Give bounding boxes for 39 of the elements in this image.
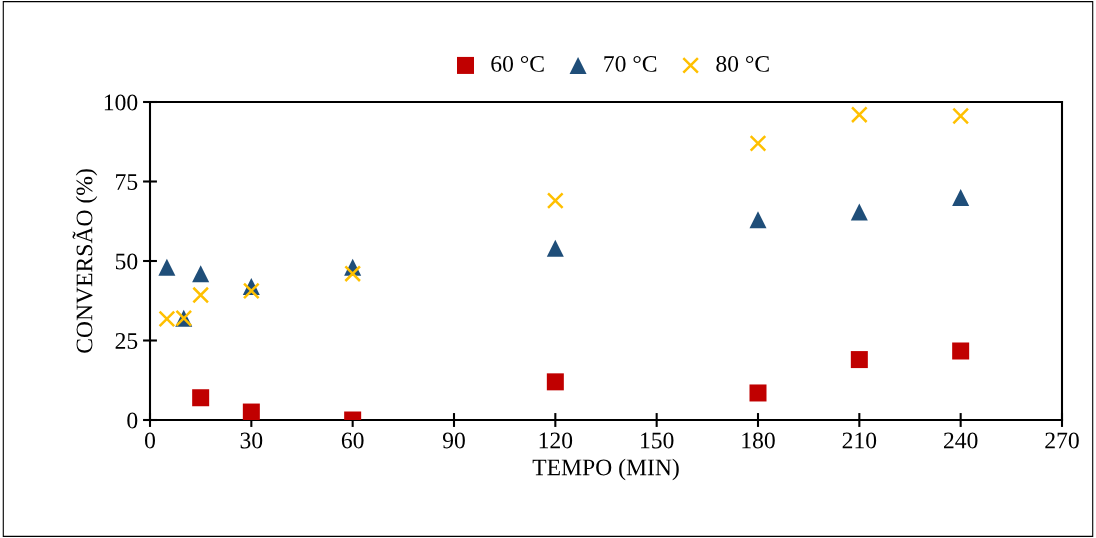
- legend-label: 60 °C: [491, 55, 544, 72]
- point: [158, 258, 176, 276]
- legend-label: 70 °C: [604, 55, 657, 72]
- point: [850, 203, 868, 221]
- point: [242, 403, 260, 420]
- point: [850, 351, 868, 369]
- point: [850, 106, 868, 124]
- x-tick-label: 0: [145, 432, 155, 449]
- point: [344, 265, 362, 283]
- y-tick-label: 75: [116, 174, 138, 190]
- point: [952, 342, 970, 360]
- point: [192, 265, 210, 283]
- point: [546, 239, 564, 257]
- y-tick-label: 0: [127, 412, 138, 429]
- point: [192, 286, 210, 304]
- y-axis-title: CONVERSÃO (%): [72, 169, 98, 353]
- x-tick-label: 180: [742, 432, 775, 449]
- y-tick-label: 100: [104, 94, 138, 111]
- x-tick-label: 90: [442, 432, 465, 449]
- x-tick-label: 150: [641, 432, 674, 449]
- x-tick-label: 240: [943, 432, 978, 449]
- x-tick-label: 120: [539, 432, 573, 449]
- point: [242, 282, 260, 300]
- x-tick-label: 270: [1045, 432, 1079, 449]
- point: [952, 107, 970, 125]
- point: [749, 211, 767, 229]
- point: [546, 373, 564, 391]
- y-tick-label: 25: [115, 333, 138, 349]
- point: [546, 192, 564, 210]
- x-axis-title: TEMPO (MIN): [532, 458, 679, 481]
- point: [192, 389, 210, 407]
- x-tick-label: 210: [842, 432, 877, 449]
- point: [749, 134, 767, 152]
- y-tick-label: 50: [115, 253, 138, 270]
- legend-label: 80 °C: [716, 55, 769, 72]
- point: [952, 188, 970, 206]
- x-tick-label: 60: [341, 432, 364, 449]
- x-tick-label: 30: [240, 432, 263, 449]
- point: [749, 384, 767, 402]
